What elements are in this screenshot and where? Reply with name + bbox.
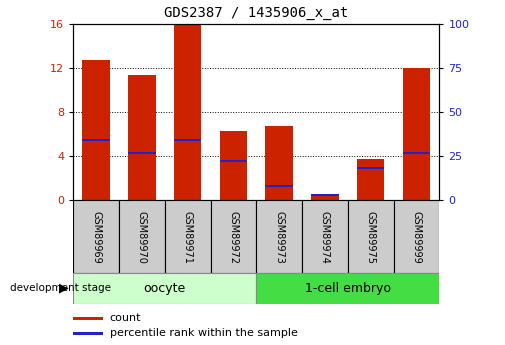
Bar [73,317,103,320]
Bar [73,200,119,273]
Text: 1-cell embryo: 1-cell embryo [305,282,391,295]
Text: percentile rank within the sample: percentile rank within the sample [110,328,298,338]
Text: GSM89969: GSM89969 [91,211,101,264]
Bar [220,160,247,162]
Bar [393,200,439,273]
Bar [266,126,293,200]
Bar [220,131,247,200]
Bar [402,151,430,154]
Text: GSM89971: GSM89971 [183,211,192,264]
Bar [311,195,339,200]
Text: oocyte: oocyte [143,282,186,295]
Text: development stage: development stage [10,283,111,293]
Bar [402,68,430,200]
Text: GSM89973: GSM89973 [274,211,284,264]
Text: ▶: ▶ [59,282,68,295]
Text: GSM89974: GSM89974 [320,211,330,264]
Bar [211,200,257,273]
Bar [357,167,384,169]
Bar [302,200,348,273]
Bar [357,159,384,200]
Bar [174,24,201,200]
Text: count: count [110,313,141,323]
Bar [128,75,156,200]
Bar [311,194,339,196]
Bar [82,139,110,141]
Bar [119,200,165,273]
Text: GSM89972: GSM89972 [228,211,238,264]
Bar [174,139,201,141]
Title: GDS2387 / 1435906_x_at: GDS2387 / 1435906_x_at [164,6,348,20]
Text: GSM89970: GSM89970 [137,211,147,264]
Bar [266,185,293,187]
Text: GSM89975: GSM89975 [366,211,376,264]
Bar [165,200,211,273]
Bar [348,200,393,273]
Bar [128,151,156,154]
Bar [257,200,302,273]
Bar [82,60,110,200]
Bar [257,273,439,304]
Bar [73,332,103,335]
Text: GSM89999: GSM89999 [412,211,422,264]
Bar [73,273,257,304]
